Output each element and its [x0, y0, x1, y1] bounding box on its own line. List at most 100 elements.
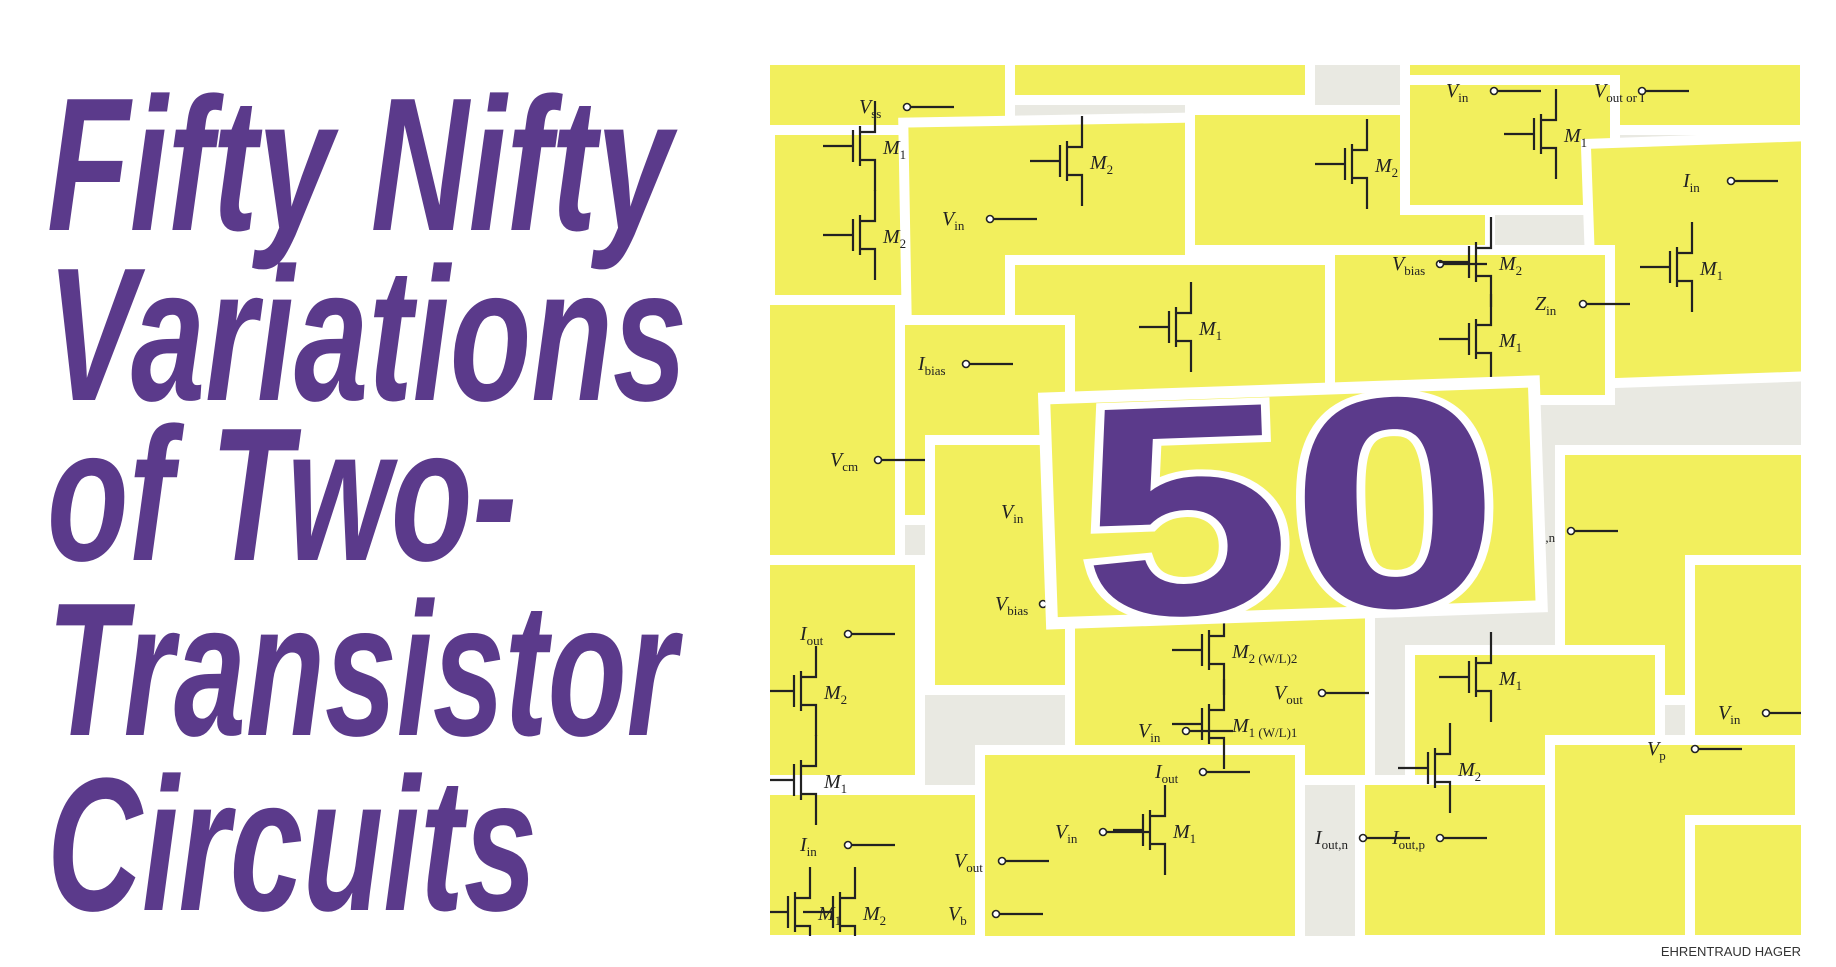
- terminal: [1726, 176, 1736, 186]
- circuit-label: M2: [1374, 155, 1398, 180]
- transistor: [1315, 119, 1369, 209]
- circuit-label: Iout: [1154, 761, 1179, 786]
- circuit-label: M1: [1498, 330, 1522, 355]
- circuit-label: M2: [823, 682, 847, 707]
- circuit-label: M2 (W/L)2: [1231, 641, 1297, 666]
- label-sub: 1: [900, 147, 907, 162]
- label-sub: 1 (W/L)1: [1249, 725, 1298, 740]
- label-sub: bias: [1007, 603, 1028, 618]
- circuit-label: Vbias: [1392, 253, 1425, 278]
- label-sub: cm: [842, 459, 858, 474]
- label-sub: in: [954, 218, 965, 233]
- transistor: [1640, 222, 1694, 312]
- circuit-label: Vout or I: [1594, 80, 1645, 105]
- terminal: [902, 102, 912, 112]
- label-main: M: [1172, 821, 1191, 843]
- circuit-label: M2: [882, 226, 906, 251]
- label-sub: in: [1730, 712, 1741, 727]
- circuit-label: M1: [1699, 258, 1723, 283]
- terminal: [1435, 833, 1445, 843]
- label-main: M: [1498, 330, 1517, 352]
- circuit-card: [975, 745, 1305, 936]
- label-main: M: [823, 682, 842, 704]
- circuit-label: Ibias: [917, 353, 946, 378]
- terminal: [1181, 726, 1191, 736]
- label-main: V: [942, 208, 957, 230]
- circuit-label: M1: [1172, 821, 1196, 846]
- circuit-card: [770, 295, 905, 565]
- terminal: [961, 359, 971, 369]
- transistor: [770, 867, 812, 936]
- label-sub: 2 (W/L)2: [1249, 651, 1298, 666]
- label-main: V: [1647, 738, 1662, 760]
- label-sub: b: [960, 913, 967, 928]
- circuit-card: [770, 555, 925, 785]
- label-sub: out: [1286, 692, 1303, 707]
- circuit-label: Vout: [954, 850, 983, 875]
- circuit-label: M1: [1563, 125, 1587, 150]
- label-sub: 2: [880, 913, 887, 928]
- title-line: Transistor: [47, 564, 683, 776]
- terminal: [1578, 299, 1588, 309]
- label-sub: out,p: [1399, 837, 1425, 852]
- label-main: M: [882, 226, 901, 248]
- label-sub: in: [1690, 180, 1701, 195]
- transistor: [1172, 605, 1226, 695]
- terminal: [873, 455, 883, 465]
- terminal: [843, 629, 853, 639]
- badge-card: 50: [1037, 324, 1548, 688]
- circuit-label: Vcm: [830, 449, 858, 474]
- circuit-label: Vbias: [995, 593, 1028, 618]
- circuit-label: Vin: [1446, 80, 1469, 105]
- label-main: M: [817, 903, 836, 925]
- label-sub: 1: [841, 781, 848, 796]
- badge-number: 50: [1074, 331, 1505, 681]
- transistor: [1139, 282, 1193, 372]
- label-sub: 2: [841, 692, 848, 707]
- label-main: M: [1699, 258, 1718, 280]
- transistor: [1398, 723, 1452, 813]
- label-main: M: [862, 903, 881, 925]
- label-sub: 1: [1717, 268, 1724, 283]
- terminal: [985, 214, 995, 224]
- circuit-label: M2: [1457, 759, 1481, 784]
- terminal: [1637, 86, 1647, 96]
- label-main: M: [1498, 253, 1517, 275]
- label-main: I: [1391, 827, 1400, 849]
- label-sub: 1: [835, 913, 842, 928]
- schematics: [770, 86, 1801, 936]
- circuit-label: Zin: [1535, 293, 1557, 318]
- label-main: V: [1718, 702, 1733, 724]
- label-main: M: [1231, 641, 1250, 663]
- label-main: V: [1446, 80, 1461, 102]
- circuit-label: M1: [817, 903, 841, 928]
- credit: EHRENTRAUD HAGER: [1661, 944, 1801, 959]
- label-main: I: [1314, 827, 1323, 849]
- circuit-label: Vin: [1001, 501, 1024, 526]
- circuit-label: Vin: [1055, 821, 1078, 846]
- label-sub: 2: [1475, 769, 1482, 784]
- label-main: V: [954, 850, 969, 872]
- label-sub: 2: [1107, 162, 1114, 177]
- label-main: M: [1498, 668, 1517, 690]
- terminal: [997, 856, 1007, 866]
- circuit-label: Vp: [1647, 738, 1666, 763]
- label-main: M: [1374, 155, 1393, 177]
- circuit-label: Iout,n: [1314, 827, 1349, 852]
- title-line: Fifty Nifty: [47, 59, 678, 271]
- label-main: I: [917, 353, 926, 375]
- label-sub: in: [1150, 730, 1161, 745]
- label-sub: 1: [1190, 831, 1197, 846]
- label-sub: 1: [1581, 135, 1588, 150]
- title-line: Circuits: [47, 739, 537, 951]
- terminal: [1566, 526, 1576, 536]
- circuit-label: Vin: [942, 208, 965, 233]
- label-main: I: [1682, 170, 1691, 192]
- transistor: [1030, 116, 1084, 206]
- transistor: [823, 101, 877, 191]
- circuit-label: Vout: [1274, 682, 1303, 707]
- circuit-label: M1: [823, 771, 847, 796]
- title-line: of Two-: [47, 389, 517, 601]
- circuit-label: Vb: [948, 903, 967, 928]
